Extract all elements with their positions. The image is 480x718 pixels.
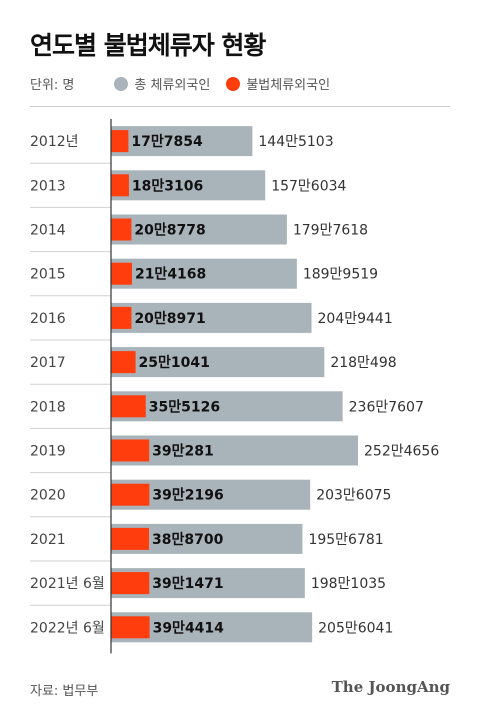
- value-label-illegal: 39만2196: [152, 488, 223, 504]
- value-label-illegal: 25만1041: [139, 355, 210, 371]
- category-label: 2020: [30, 488, 66, 504]
- value-label-illegal: 17만7854: [131, 134, 203, 150]
- value-label-total: 189만9519: [303, 267, 378, 283]
- bar-illegal: [111, 174, 129, 197]
- brand-logo: The JoongAng: [331, 678, 450, 696]
- bar-total: [111, 435, 358, 466]
- legend-label-illegal: 불법체류외국인: [246, 78, 331, 93]
- bar-illegal: [111, 483, 150, 506]
- legend-swatch-illegal: [226, 76, 241, 91]
- value-label-illegal: 35만5126: [149, 399, 220, 415]
- category-label: 2019: [30, 444, 66, 460]
- bar-illegal: [111, 218, 132, 241]
- value-label-total: 236만7607: [349, 399, 424, 415]
- value-label-total: 179만7618: [293, 223, 368, 239]
- category-label: 2017: [30, 355, 66, 371]
- category-label: 2016: [30, 311, 66, 327]
- value-label-illegal: 39만281: [152, 444, 214, 460]
- category-label: 2012년: [30, 134, 79, 150]
- value-label-total: 144만5103: [258, 134, 333, 150]
- bar-total: [111, 258, 297, 289]
- bar-total: [111, 391, 343, 422]
- bar-total: [111, 126, 253, 157]
- category-label: 2021년 6월: [30, 576, 105, 592]
- bar-total: [111, 347, 325, 378]
- legend: 단위: 명 총 체류외국인 불법체류외국인: [30, 74, 346, 93]
- bar-total: [111, 214, 287, 245]
- bar-illegal: [111, 351, 136, 374]
- category-label: 2018: [30, 399, 66, 415]
- value-label-illegal: 21만4168: [135, 267, 206, 283]
- value-label-illegal: 38만8700: [152, 532, 224, 548]
- value-label-total: 252만4656: [364, 444, 439, 460]
- unit-label: 단위: 명: [30, 78, 75, 93]
- value-label-total: 198만1035: [311, 576, 386, 592]
- source-note: 자료: 법무부: [30, 684, 99, 699]
- value-label-illegal: 20만8778: [134, 223, 205, 239]
- bar-total: [111, 170, 266, 201]
- bar-illegal: [111, 527, 150, 550]
- bar-illegal: [111, 439, 150, 462]
- value-label-illegal: 39만1471: [152, 576, 223, 592]
- legend-item-illegal: 불법체류외국인: [226, 74, 330, 93]
- bar-illegal: [111, 130, 129, 153]
- bar-illegal: [111, 395, 146, 418]
- value-label-total: 205만6041: [318, 620, 393, 636]
- bar-total: [111, 302, 312, 333]
- value-label-total: 203만6075: [316, 488, 391, 504]
- value-label-total: 157만6034: [271, 178, 346, 194]
- bar-illegal: [111, 572, 150, 595]
- bar-illegal: [111, 306, 132, 329]
- category-label: 2014: [30, 223, 66, 239]
- value-label-total: 195만6781: [308, 532, 383, 548]
- top-divider: [30, 106, 450, 107]
- chart-title: 연도별 불법체류자 현황: [30, 31, 266, 60]
- category-label: 2015: [30, 267, 66, 283]
- value-label-illegal: 20만8971: [134, 311, 205, 327]
- value-label-illegal: 18만3106: [132, 178, 203, 194]
- value-label-total: 204만9441: [318, 311, 393, 327]
- legend-swatch-total: [114, 76, 129, 91]
- legend-item-total: 총 체류외국인: [114, 74, 210, 93]
- value-label-illegal: 39만4414: [153, 620, 225, 636]
- category-label: 2022년 6월: [30, 620, 105, 636]
- bar-illegal: [111, 262, 132, 285]
- value-label-total: 218만498: [330, 355, 396, 371]
- legend-label-total: 총 체류외국인: [134, 78, 211, 93]
- category-label: 2013: [30, 178, 66, 194]
- category-label: 2021: [30, 532, 66, 548]
- bar-illegal: [111, 616, 150, 639]
